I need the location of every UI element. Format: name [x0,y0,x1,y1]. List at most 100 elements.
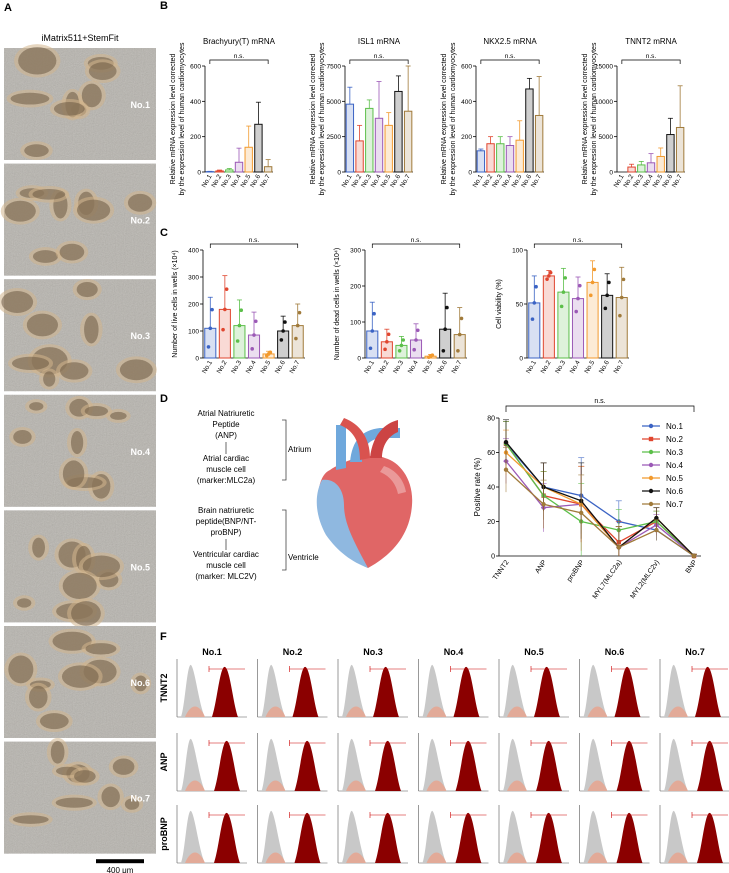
colony-core [85,643,117,655]
legend-label: No.6 [666,487,683,496]
gate-marker [369,740,406,746]
y-tick-label: 400 [190,99,201,106]
data-point [619,295,624,300]
colony-core [61,665,99,688]
bar-No.2 [218,308,231,359]
colony-core [71,601,101,626]
sample-histogram [294,812,321,863]
y-axis-label-line2: by the expression level of human cardiom… [319,42,326,195]
micrograph-label: No.2 [130,216,150,226]
data-point [459,316,464,321]
y-tick-label: 0 [357,356,361,363]
colony-core [24,144,49,157]
bar-No.5 [384,124,393,173]
data-point [590,280,595,285]
data-point [399,343,404,348]
ventricle-bracket [282,509,287,571]
data-point [297,310,302,315]
panel-b-mrna-charts: 0200400600No.1No.2No.3No.4No.5No.6No.7n.… [170,37,685,195]
flow-column-label: No.4 [444,647,464,657]
x-tick-label: No.1 [201,359,214,375]
y-axis-label-line2: by the expression level of human cardiom… [179,42,186,195]
colony-core [62,572,97,600]
flow-column-label: No.7 [685,647,705,657]
flow-histogram [498,805,569,864]
sample-histogram [214,812,240,863]
gate-marker [369,812,406,818]
colony-core [18,47,57,75]
data-point [397,349,402,353]
data-point [237,323,242,328]
x-tick-label: No.4 [245,359,258,375]
series-line-No.6 [505,441,695,557]
x-tick-label: No.1 [363,359,376,375]
negative-histogram [185,780,205,791]
bnp-label-line1: Brain natriuretic [198,506,254,515]
flow-histogram [337,805,408,864]
ns-label: n.s. [594,398,605,405]
x-tick-label: No.1 [525,359,538,375]
sample-histogram [373,666,399,717]
bar-No.1 [345,103,355,173]
panel-d-heart-diagram: Atrial Natriuretic Peptide (ANP) Atrial … [193,409,413,581]
atrium-label: Atrium [288,445,311,454]
ns-label: n.s. [411,237,422,244]
y-axis-label-line1: Relative mRNA expression level corrected [582,54,589,185]
bar-No.7 [453,334,466,359]
bar-No.2 [627,166,636,173]
colony-core [29,685,48,709]
ns-label: n.s. [646,53,657,60]
bar-No.5 [656,155,665,173]
y-tick-label: 600 [190,64,201,71]
bar-No.6 [277,330,290,359]
colony-core [50,740,65,764]
control-histogram [583,664,608,717]
legend-marker [648,436,654,442]
heart-illustration [316,418,413,568]
flow-histogram [579,659,650,718]
flow-histogram [418,733,489,792]
chart-title: Brachyury(T) mRNA [203,37,276,46]
x-tick-label: No.2 [216,359,229,375]
y-tick-label: 100 [350,320,361,327]
mlc2v-label-line1: Ventricular cardiac [193,550,259,559]
x-tick-label: No.5 [259,359,272,375]
colony-core [12,815,49,824]
y-tick-label: 200 [350,284,361,291]
bar-No.3 [365,107,374,173]
colony-core [127,193,153,212]
negative-histogram [346,780,366,791]
data-point [547,274,551,278]
data-point [503,467,509,472]
ns-bracket [480,59,540,64]
panel-a-micrographs: iMatrix511+StemFit No.1 No.2 No.3 No.4 No.5 N… [0,33,157,873]
ns-label: n.s. [573,237,584,244]
micrograph-label: No.7 [130,794,150,804]
bar-No.7 [263,166,273,173]
sample-histogram [294,740,321,791]
data-point [383,347,387,352]
data-point [592,267,597,272]
ns-label: n.s. [234,53,245,60]
data-point [654,527,659,533]
bar-No.1 [204,327,217,359]
bar-No.3 [557,291,570,359]
x-tick-label: No.3 [230,359,243,375]
flow-histogram [418,659,489,718]
colony-core [17,598,32,608]
colony-core [112,758,135,775]
ventricle-label: Ventricle [288,553,319,562]
sample-histogram [212,666,238,717]
bar-No.1 [528,302,541,359]
legend-label: No.7 [666,500,683,509]
data-point [541,502,546,507]
micrograph-label: No.1 [130,100,150,110]
colony-core [60,362,89,380]
legend-label: No.5 [666,474,683,483]
panel-letter-d: D [160,393,168,405]
x-tick-label: No.2 [540,359,553,375]
x-tick-label: BNP [685,559,699,575]
bar-chart: 0 100 200 300 No.1 No.2 No.3 No.4 No.5 No.6 No.7 n.… [334,237,467,375]
legend-marker [648,488,654,494]
flow-row-label: TNNT2 [159,674,169,703]
